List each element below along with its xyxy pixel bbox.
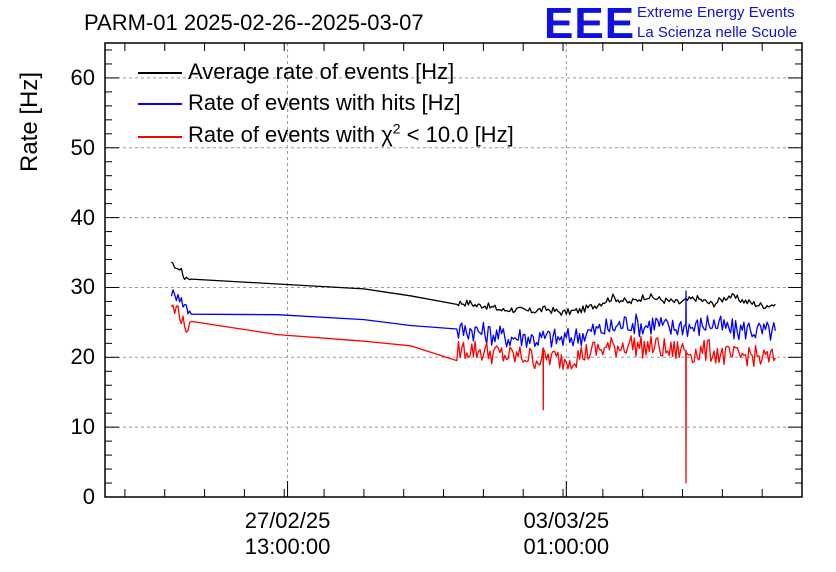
legend-label-hits: Rate of events with hits [Hz] (188, 90, 461, 115)
y-tick-label-40: 40 (70, 204, 95, 230)
y-tick-label-0: 0 (82, 484, 95, 509)
y-axis-label: Rate [Hz] (16, 71, 43, 172)
legend-item-average: Average rate of events [Hz] (138, 59, 454, 85)
x-tick-date-0: 27/02/25 (244, 508, 331, 533)
legend-item-hits: Rate of events with hits [Hz] (138, 90, 461, 116)
x-tick-label-0: 27/02/25 13:00:00 (208, 508, 368, 560)
x-tick-time-0: 13:00:00 (244, 534, 331, 559)
legend-swatch-red (138, 135, 182, 138)
y-tick-label-50: 50 (70, 134, 95, 160)
legend-item-chi2: Rate of events with χ2 < 10.0 [Hz] (138, 121, 514, 148)
logo-line-2: La Scienza nelle Scuole (637, 24, 798, 41)
chart-title: PARM-01 2025-02-26--2025-03-07 (84, 10, 424, 35)
x-tick-date-1: 03/03/25 (523, 508, 610, 533)
eee-logo-mark: EEE (544, 0, 636, 48)
logo-line-1: Extreme Energy Events (637, 4, 795, 21)
series-line-2 (170, 304, 776, 484)
plot-frame (104, 42, 803, 498)
y-tick-label-60: 60 (70, 64, 95, 90)
legend-swatch-blue (138, 103, 182, 106)
x-tick-label-1: 03/03/25 01:00:00 (486, 508, 646, 560)
legend-swatch-black (138, 72, 182, 75)
series-line-1 (170, 289, 777, 348)
y-tick-label-10: 10 (70, 414, 95, 440)
series-line-0 (170, 261, 776, 316)
legend-label-chi2: Rate of events with χ2 < 10.0 [Hz] (188, 121, 514, 148)
legend-label-average: Average rate of events [Hz] (188, 59, 455, 84)
x-tick-time-1: 01:00:00 (523, 534, 610, 559)
y-tick-label-30: 30 (70, 274, 95, 300)
y-tick-label-20: 20 (70, 344, 95, 370)
